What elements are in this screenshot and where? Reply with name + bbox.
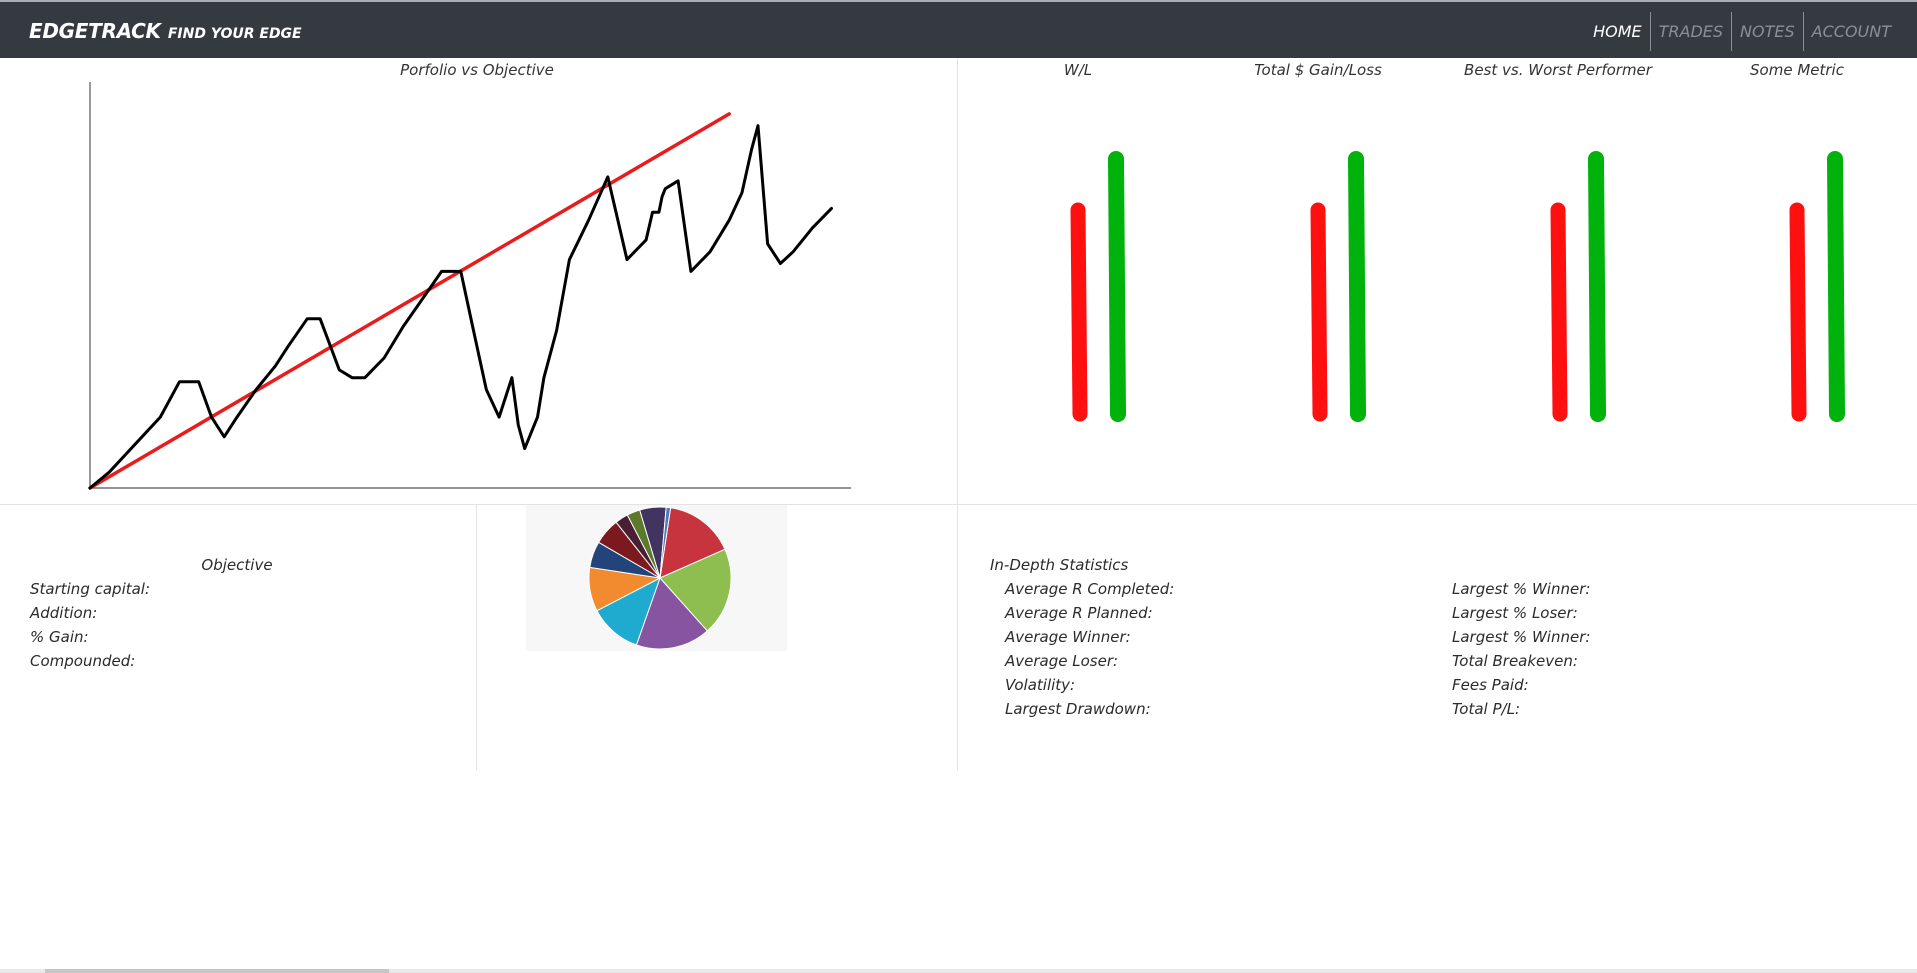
bar-gain-2 — [1348, 151, 1366, 422]
objective-addition: Addition: — [30, 604, 98, 622]
allocation-pie-chart — [588, 506, 732, 650]
horizontal-scrollbar[interactable] — [0, 969, 1917, 973]
stat-largest-pct-winner: Largest % Winner: — [1452, 580, 1591, 598]
stat-avg-winner: Average Winner: — [1005, 628, 1131, 646]
bar-gain-4 — [1827, 151, 1845, 422]
stat-avg-r-planned: Average R Planned: — [1005, 604, 1153, 622]
bar-gain-3 — [1588, 151, 1606, 422]
pie-slice-2 — [659, 548, 732, 632]
objective-divider — [476, 505, 477, 770]
stats-title: In-Depth Statistics — [990, 556, 1129, 574]
objective-starting-capital: Starting capital: — [30, 580, 151, 598]
objective-compounded: Compounded: — [30, 652, 136, 670]
metric-bars-chart — [1070, 151, 1845, 422]
objective-line — [88, 112, 731, 490]
stat-fees-paid: Fees Paid: — [1452, 676, 1529, 694]
objective-title: Objective — [201, 556, 273, 574]
nav-account[interactable]: ACCOUNT — [1802, 12, 1899, 51]
section-divider-vertical — [957, 58, 958, 770]
window-top-border — [0, 0, 1917, 2]
stat-largest-pct-loser: Largest % Loser: — [1452, 604, 1578, 622]
stat-total-pl: Total P/L: — [1452, 700, 1521, 718]
bar-gain-1 — [1108, 151, 1126, 422]
stat-largest-pct-winner-2: Largest % Winner: — [1452, 628, 1591, 646]
brand[interactable]: EDGETRACK FIND YOUR EDGE — [29, 19, 302, 43]
nav-home[interactable]: HOME — [1593, 22, 1642, 41]
allocation-pie-panel — [526, 505, 787, 651]
pie-slice-11 — [659, 506, 672, 579]
brand-tagline: FIND YOUR EDGE — [167, 26, 302, 42]
portfolio-line — [88, 124, 833, 490]
bar-loss-4 — [1789, 202, 1807, 422]
metric-title-total-gain-loss: Total $ Gain/Loss — [1254, 61, 1382, 79]
navbar: EDGETRACK FIND YOUR EDGE HOME TRADES NOT… — [0, 2, 1917, 58]
stat-volatility: Volatility: — [1005, 676, 1076, 694]
scrollbar-thumb[interactable] — [45, 969, 389, 973]
brand-name: EDGETRACK — [29, 19, 161, 43]
bar-loss-1 — [1070, 202, 1088, 422]
metric-title-some-metric: Some Metric — [1750, 61, 1844, 79]
section-divider-horizontal — [0, 504, 1917, 505]
bar-loss-3 — [1550, 202, 1568, 422]
stat-total-breakeven: Total Breakeven: — [1452, 652, 1578, 670]
bar-loss-2 — [1310, 202, 1328, 422]
stat-largest-drawdown: Largest Drawdown: — [1005, 700, 1151, 718]
nav-notes[interactable]: NOTES — [1731, 12, 1803, 51]
portfolio-chart-title: Porfolio vs Objective — [400, 61, 554, 79]
nav-trades[interactable]: TRADES — [1649, 12, 1731, 51]
pie-slice-1 — [659, 507, 726, 579]
stat-avg-r-completed: Average R Completed: — [1005, 580, 1175, 598]
metric-title-best-worst: Best vs. Worst Performer — [1464, 61, 1652, 79]
stat-avg-loser: Average Loser: — [1005, 652, 1119, 670]
metric-title-wl: W/L — [1063, 61, 1093, 79]
nav-links: HOME TRADES NOTES ACCOUNT — [1585, 12, 1899, 51]
portfolio-line-chart — [88, 82, 851, 490]
objective-gain: % Gain: — [30, 628, 89, 646]
